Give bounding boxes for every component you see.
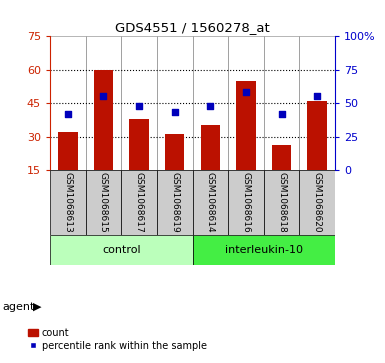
Bar [50, 170, 85, 235]
Bar [50, 36, 85, 170]
Bar [85, 170, 121, 235]
Bar [58, 132, 78, 170]
Text: interleukin-10: interleukin-10 [225, 245, 303, 255]
Legend: count, percentile rank within the sample: count, percentile rank within the sample [24, 324, 211, 355]
Point [172, 110, 178, 115]
Bar [300, 170, 335, 235]
Bar [121, 36, 157, 170]
Bar [228, 170, 264, 235]
Text: GSM1068614: GSM1068614 [206, 172, 215, 233]
Bar [300, 36, 335, 170]
Text: GSM1068613: GSM1068613 [64, 172, 72, 233]
Text: GSM1068617: GSM1068617 [135, 172, 144, 233]
Bar [228, 36, 264, 170]
Bar [236, 81, 256, 170]
Text: agent: agent [2, 302, 34, 312]
Bar [157, 36, 192, 170]
Bar [264, 36, 300, 170]
Text: GSM1068616: GSM1068616 [241, 172, 250, 233]
Text: ▶: ▶ [33, 302, 41, 312]
Text: GSM1068618: GSM1068618 [277, 172, 286, 233]
Bar [307, 101, 327, 170]
Point [65, 111, 71, 117]
Point [314, 94, 320, 99]
Point [207, 103, 213, 109]
Bar [121, 170, 157, 235]
Point [136, 103, 142, 109]
Point [243, 90, 249, 95]
Point [278, 111, 285, 117]
Text: GSM1068620: GSM1068620 [313, 172, 321, 233]
Bar [157, 170, 192, 235]
Bar [272, 146, 291, 170]
Point [100, 94, 107, 99]
Title: GDS4551 / 1560278_at: GDS4551 / 1560278_at [115, 21, 270, 34]
Bar [165, 134, 184, 170]
Bar [192, 235, 335, 265]
Bar [192, 170, 228, 235]
Bar [50, 235, 192, 265]
Bar [85, 36, 121, 170]
Bar [94, 70, 113, 170]
Bar [201, 125, 220, 170]
Bar [192, 36, 228, 170]
Bar [264, 170, 300, 235]
Text: GSM1068619: GSM1068619 [170, 172, 179, 233]
Text: GSM1068615: GSM1068615 [99, 172, 108, 233]
Bar [129, 119, 149, 170]
Text: control: control [102, 245, 141, 255]
